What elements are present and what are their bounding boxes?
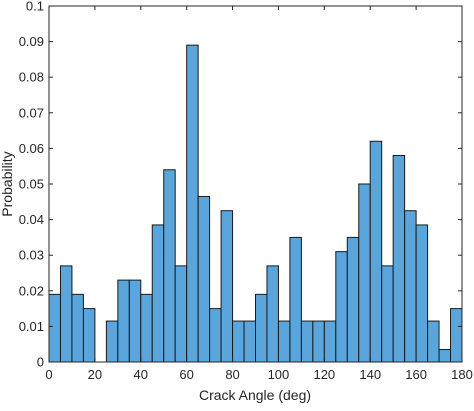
histogram-bar xyxy=(277,320,291,363)
histogram-bar xyxy=(289,236,302,363)
histogram-bar xyxy=(197,195,211,363)
x-tick-label: 60 xyxy=(179,367,193,382)
x-tick-label: 160 xyxy=(405,367,427,382)
bars-layer xyxy=(48,44,463,363)
histogram-bar xyxy=(346,236,360,363)
histogram-bar xyxy=(71,293,84,363)
x-tick-label: 180 xyxy=(451,367,473,382)
x-tick-label: 100 xyxy=(268,367,290,382)
histogram-bar xyxy=(117,279,130,363)
x-tick-label: 120 xyxy=(313,367,335,382)
histogram-bar xyxy=(335,251,348,363)
histogram-bar xyxy=(163,169,176,363)
x-tick-label: 140 xyxy=(359,367,381,382)
y-tick-label: 0.1 xyxy=(26,0,44,14)
x-tick-label: 80 xyxy=(225,367,239,382)
histogram-bar xyxy=(392,155,406,363)
histogram-bar xyxy=(220,210,234,363)
y-tick-label: 0.05 xyxy=(19,177,44,192)
histogram-bar xyxy=(404,210,417,363)
histogram-bar xyxy=(300,320,314,363)
histogram-bar xyxy=(82,308,96,363)
y-tick-label: 0.08 xyxy=(19,70,44,85)
histogram-bar xyxy=(427,320,440,363)
y-tick-label: 0.02 xyxy=(19,283,44,298)
histogram-bar xyxy=(369,140,383,363)
histogram-bar xyxy=(450,308,463,363)
histogram-bar xyxy=(323,320,337,363)
histogram-bar xyxy=(415,224,429,363)
histogram-bar xyxy=(59,265,73,363)
histogram-bar xyxy=(48,293,61,363)
histogram-bar xyxy=(186,44,199,363)
histogram-bar xyxy=(140,293,153,363)
x-tick-label: 20 xyxy=(88,367,102,382)
histogram-bar xyxy=(358,183,371,363)
histogram-bar xyxy=(438,349,452,363)
histogram-bar xyxy=(255,293,268,363)
x-tick-label: 40 xyxy=(134,367,148,382)
y-axis-label: Probability xyxy=(0,151,15,216)
y-tick-label: 0.04 xyxy=(19,212,44,227)
histogram-bar xyxy=(151,224,165,363)
histogram-bar xyxy=(209,308,222,363)
histogram-bar xyxy=(232,320,245,363)
histogram-bar xyxy=(128,279,142,363)
histogram-bar xyxy=(174,265,188,363)
y-tick-label: 0.01 xyxy=(19,319,44,334)
histogram-bar xyxy=(381,265,394,363)
histogram-bar xyxy=(312,320,325,363)
y-tick-label: 0 xyxy=(37,355,44,370)
histogram-bar xyxy=(243,320,256,363)
y-tick-label: 0.09 xyxy=(19,34,44,49)
y-tick-label: 0.03 xyxy=(19,248,44,263)
histogram-bar xyxy=(266,265,279,363)
y-tick-label: 0.07 xyxy=(19,105,44,120)
histogram-bar xyxy=(105,320,119,363)
ticks-layer: 0 20 40 60 80 100 120 140 160 180 0 0.01 0.02 0.03 0.0… xyxy=(19,0,473,382)
x-tick-label: 0 xyxy=(45,367,52,382)
y-tick-label: 0.06 xyxy=(19,141,44,156)
x-axis-label: Crack Angle (deg) xyxy=(199,387,311,403)
